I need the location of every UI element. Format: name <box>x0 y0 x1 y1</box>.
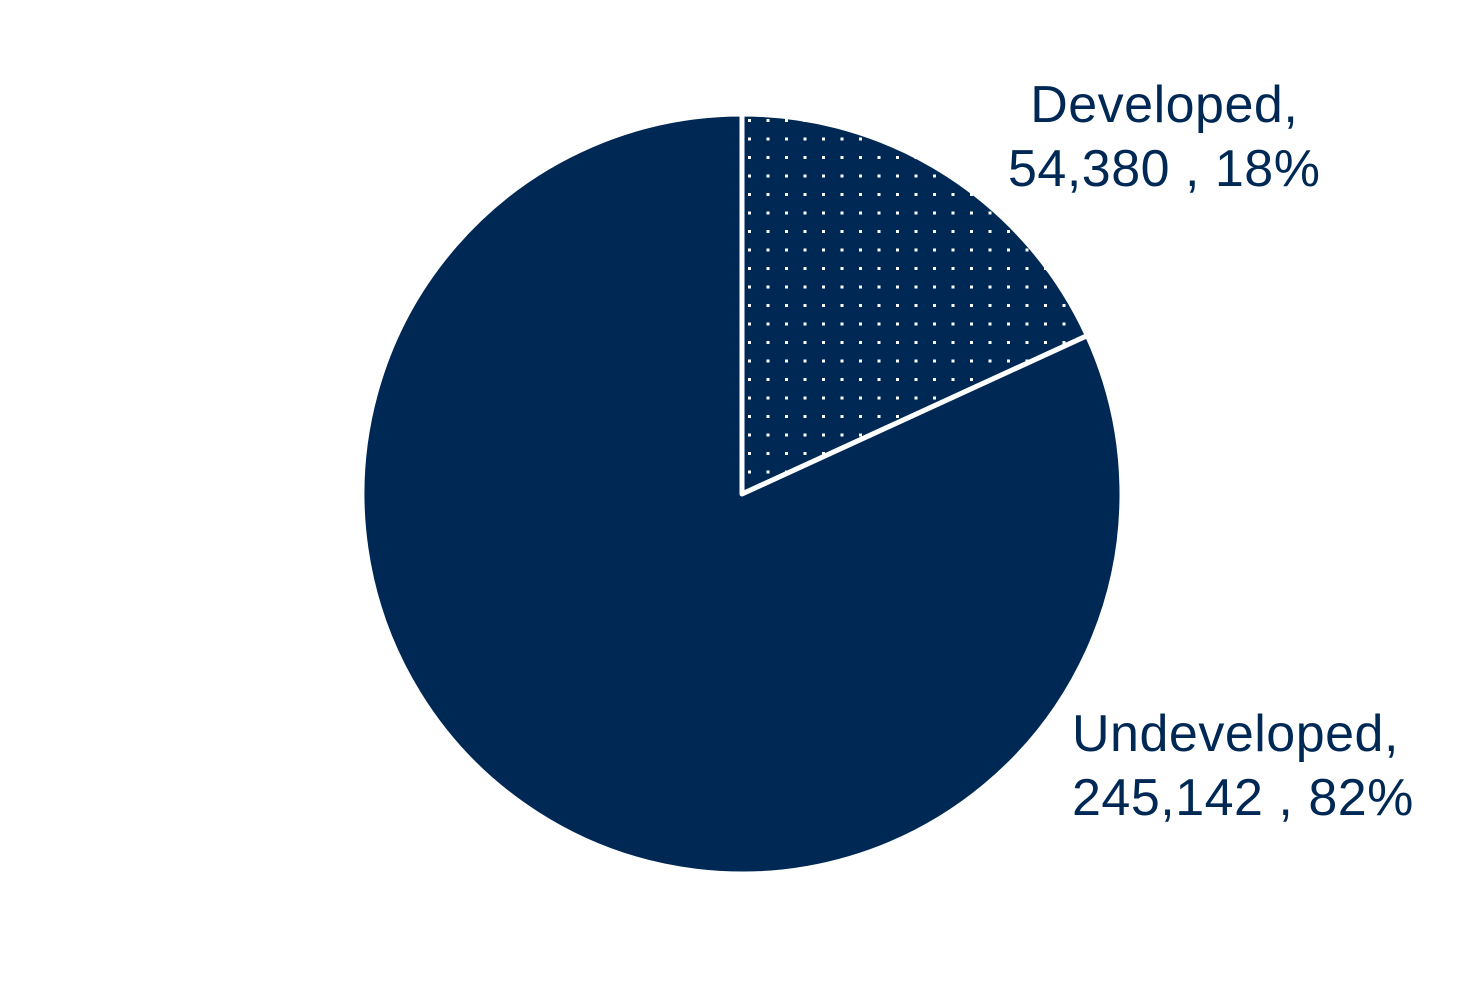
data-label-developed-name: Developed, <box>1030 76 1299 134</box>
data-label-undeveloped-value: 245,142 , 82% <box>1072 769 1414 827</box>
pie-slices <box>359 111 1125 877</box>
pie-slice-developed <box>739 111 1090 497</box>
data-label-undeveloped: Undeveloped, 245,142 , 82% <box>1072 702 1414 830</box>
data-label-developed: Developed, 54,380 , 18% <box>1008 73 1320 201</box>
data-label-undeveloped-name: Undeveloped, <box>1072 705 1399 763</box>
pie-slice-undeveloped <box>359 111 1125 877</box>
data-label-developed-value: 54,380 , 18% <box>1008 140 1321 198</box>
